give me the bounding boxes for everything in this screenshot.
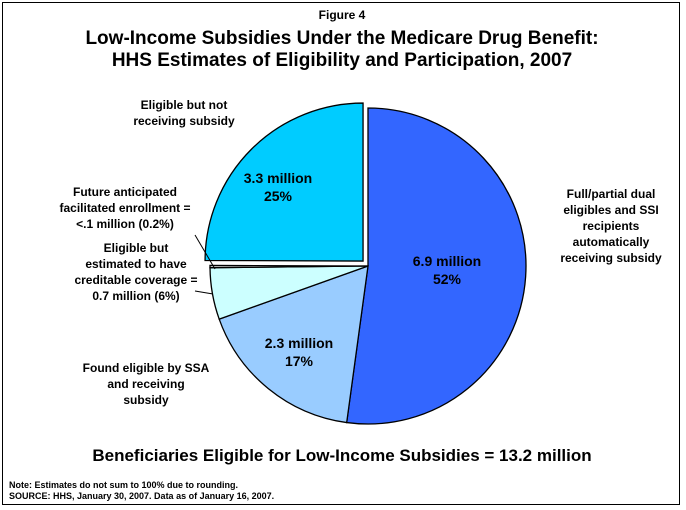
note-text: Note: Estimates do not sum to 100% due t… [9, 480, 239, 490]
source-text: SOURCE: HHS, January 30, 2007. Data as o… [9, 491, 275, 501]
pie-chart: 6.9 million 52% Full/partial dual eligibles… [59, 98, 662, 425]
pie-slice-1 [345, 107, 527, 425]
slice-category-label: receiving subsidy [560, 251, 662, 265]
slice-percent-label: 25% [264, 188, 293, 204]
slice-category-label: Future anticipated [73, 185, 177, 199]
chart-title-line-2: HHS Estimates of Eligibility and Partici… [111, 50, 573, 71]
figure-frame: Figure 4 Low-Income Subsidies Under the … [2, 2, 680, 505]
pie-slice-4 [209, 264, 369, 269]
slice-category-label: estimated to have [85, 257, 187, 271]
slice-category-label: facilitated enrollment = [59, 201, 190, 215]
leader-lines [194, 234, 216, 295]
slice-labels: 6.9 million 52% Full/partial dual eligibles… [59, 98, 662, 407]
slice-category-label: Eligible but not [141, 98, 228, 112]
slice-category-label: Found eligible by SSA [83, 361, 210, 375]
leader-line [194, 290, 214, 295]
slice-category-label: Full/partial dual [567, 187, 656, 201]
slice-category-label: receiving subsidy [133, 114, 235, 128]
slice-percent-label: 17% [285, 353, 314, 369]
chart-title-line-1: Low-Income Subsidies Under the Medicare … [85, 28, 599, 49]
total-eligible-footer: Beneficiaries Eligible for Low-Income Su… [92, 446, 592, 465]
slice-percent-label: 52% [433, 271, 462, 287]
slice-value-label: 6.9 million [413, 253, 481, 269]
figure-label: Figure 4 [318, 8, 366, 22]
leader-line [194, 234, 216, 270]
pie-slices [204, 102, 527, 425]
slice-value-label: 2.3 million [265, 335, 333, 351]
slice-category-label: <.1 million (0.2%) [76, 217, 174, 231]
slice-category-label: creditable coverage = [74, 273, 197, 287]
slice-category-label: Eligible but [104, 241, 169, 255]
slice-category-label: 0.7 million (6%) [92, 289, 179, 303]
slice-category-label: and receiving [107, 377, 184, 391]
slice-value-label: 3.3 million [244, 170, 312, 186]
pie-slice-2 [218, 265, 369, 424]
slice-category-label: recipients [583, 219, 640, 233]
slice-category-label: subsidy [123, 393, 169, 407]
slice-category-label: eligibles and SSI [563, 203, 658, 217]
pie-slice-5 [204, 102, 364, 262]
slice-category-label: automatically [573, 235, 650, 249]
